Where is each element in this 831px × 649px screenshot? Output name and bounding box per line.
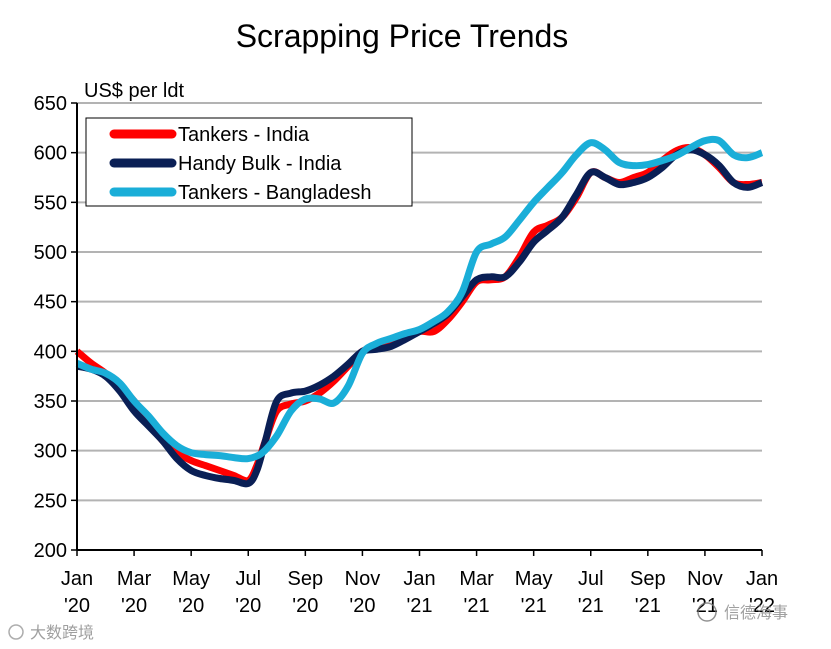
x-tick-label-year: '20 — [121, 595, 147, 617]
y-tick-label: 650 — [34, 93, 67, 115]
y-tick-label: 350 — [34, 391, 67, 413]
x-tick-label-month: Jan — [61, 568, 93, 590]
y-tick-label: 400 — [34, 341, 67, 363]
watermark-right-icon — [697, 602, 717, 622]
x-tick-label-month: Jan — [403, 568, 435, 590]
chart-title: Scrapping Price Trends — [236, 18, 569, 54]
y-tick-label: 500 — [34, 242, 67, 264]
x-tick-label-year: '20 — [235, 595, 261, 617]
y-tick-label: 600 — [34, 143, 67, 165]
x-tick-label-month: Sep — [630, 568, 666, 590]
y-tick-label: 250 — [34, 490, 67, 512]
x-tick-label-month: Nov — [687, 568, 723, 590]
x-tick-label-year: '21 — [464, 595, 490, 617]
x-tick-label-year: '21 — [635, 595, 661, 617]
x-tick-label-month: May — [172, 568, 210, 590]
x-tick-label-month: Mar — [459, 568, 494, 590]
y-axis-ticks: 200 250 300 350 400 450 500 550 600 650 — [34, 93, 77, 562]
watermark-left-icon — [8, 624, 24, 640]
x-tick-label-month: Jul — [578, 568, 604, 590]
legend-label: Handy Bulk - India — [178, 153, 342, 175]
x-tick-label-month: May — [515, 568, 553, 590]
x-tick-label-year: '21 — [406, 595, 432, 617]
x-tick-label-month: Nov — [345, 568, 381, 590]
series-line-handy-bulk-india — [76, 146, 764, 488]
y-tick-label: 550 — [34, 192, 67, 214]
watermarks: 大数跨境 信德海事 — [8, 602, 788, 642]
x-tick-label-year: '22 — [749, 595, 775, 617]
y-axis-unit-label: US$ per ldt — [84, 80, 184, 102]
legend-label: Tankers - India — [178, 124, 310, 146]
x-tick-label-month: Mar — [117, 568, 152, 590]
y-tick-label: 450 — [34, 292, 67, 314]
x-tick-label-month: Sep — [288, 568, 324, 590]
x-tick-label-year: '21 — [578, 595, 604, 617]
x-tick-label-year: '20 — [349, 595, 375, 617]
x-tick-label-month: Jul — [235, 568, 261, 590]
legend-label: Tankers - Bangladesh — [178, 182, 371, 204]
series-line-tankers-bangladesh — [75, 135, 764, 463]
watermark-right-text: 信德海事 — [724, 604, 788, 622]
x-tick-label-month: Jan — [746, 568, 778, 590]
x-tick-label-year: '20 — [64, 595, 90, 617]
y-tick-label: 300 — [34, 441, 67, 463]
legend: Tankers - India Handy Bulk - India Tankers… — [85, 117, 413, 207]
series-lines — [74, 135, 764, 488]
watermark-left-text: 大数跨境 — [30, 623, 94, 642]
x-tick-label-year: '21 — [521, 595, 547, 617]
x-axis-ticks: Jan '20 Mar '20 May '20 Jul '20 Sep '20 Nov '20 Jan '… — [61, 550, 778, 617]
y-tick-label: 200 — [34, 540, 67, 562]
x-tick-label-year: '20 — [178, 595, 204, 617]
x-tick-label-year: '20 — [292, 595, 318, 617]
